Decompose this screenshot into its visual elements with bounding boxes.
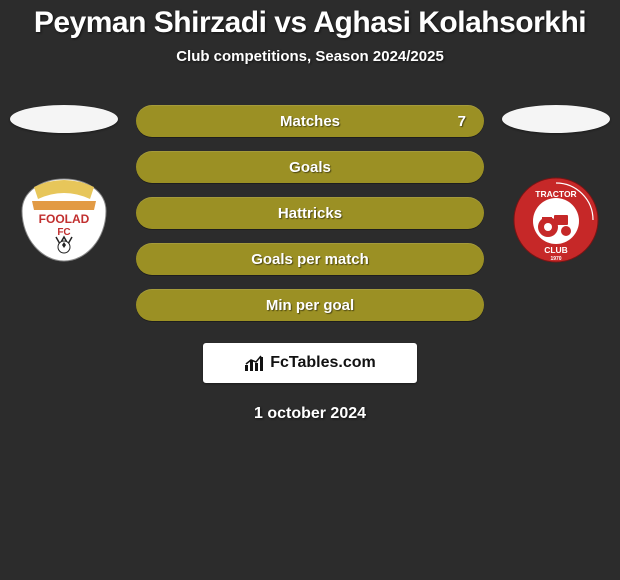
stat-label: Min per goal [266,297,354,314]
svg-text:CLUB: CLUB [544,245,568,255]
brand-chart-icon [244,354,266,372]
comparison-card: Peyman Shirzadi vs Aghasi Kolahsorkhi Cl… [0,0,620,580]
svg-text:FOOLAD: FOOLAD [39,212,90,226]
stats-column: Matches 7 Goals Hattricks Goals per matc… [136,105,484,321]
left-player-placeholder [10,105,118,133]
stat-label: Goals [289,159,331,176]
stat-row-hattricks: Hattricks [136,197,484,229]
right-player-col: TRACTOR CLUB 1970 [502,105,610,263]
stat-label: Matches [280,113,340,130]
brand-logo-box[interactable]: FcTables.com [203,343,417,383]
svg-text:TRACTOR: TRACTOR [535,189,576,199]
left-club-badge: FOOLAD FC [14,177,114,263]
stat-row-goals-per-match: Goals per match [136,243,484,275]
stat-row-min-per-goal: Min per goal [136,289,484,321]
subtitle: Club competitions, Season 2024/2025 [0,48,620,65]
right-player-placeholder [502,105,610,133]
date-label: 1 october 2024 [0,405,620,423]
stat-value-right: 7 [458,113,466,130]
stat-row-goals: Goals [136,151,484,183]
comparison-row: FOOLAD FC Matches 7 Goals [0,105,620,321]
brand-text: FcTables.com [270,354,376,372]
foolad-badge-icon: FOOLAD FC [14,177,114,263]
tractor-badge-icon: TRACTOR CLUB 1970 [506,177,606,263]
stat-label: Goals per match [251,251,369,268]
right-club-badge: TRACTOR CLUB 1970 [506,177,606,263]
page-title: Peyman Shirzadi vs Aghasi Kolahsorkhi [0,6,620,40]
stat-row-matches: Matches 7 [136,105,484,137]
svg-text:1970: 1970 [550,256,561,262]
left-player-col: FOOLAD FC [10,105,118,263]
stat-label: Hattricks [278,205,342,222]
